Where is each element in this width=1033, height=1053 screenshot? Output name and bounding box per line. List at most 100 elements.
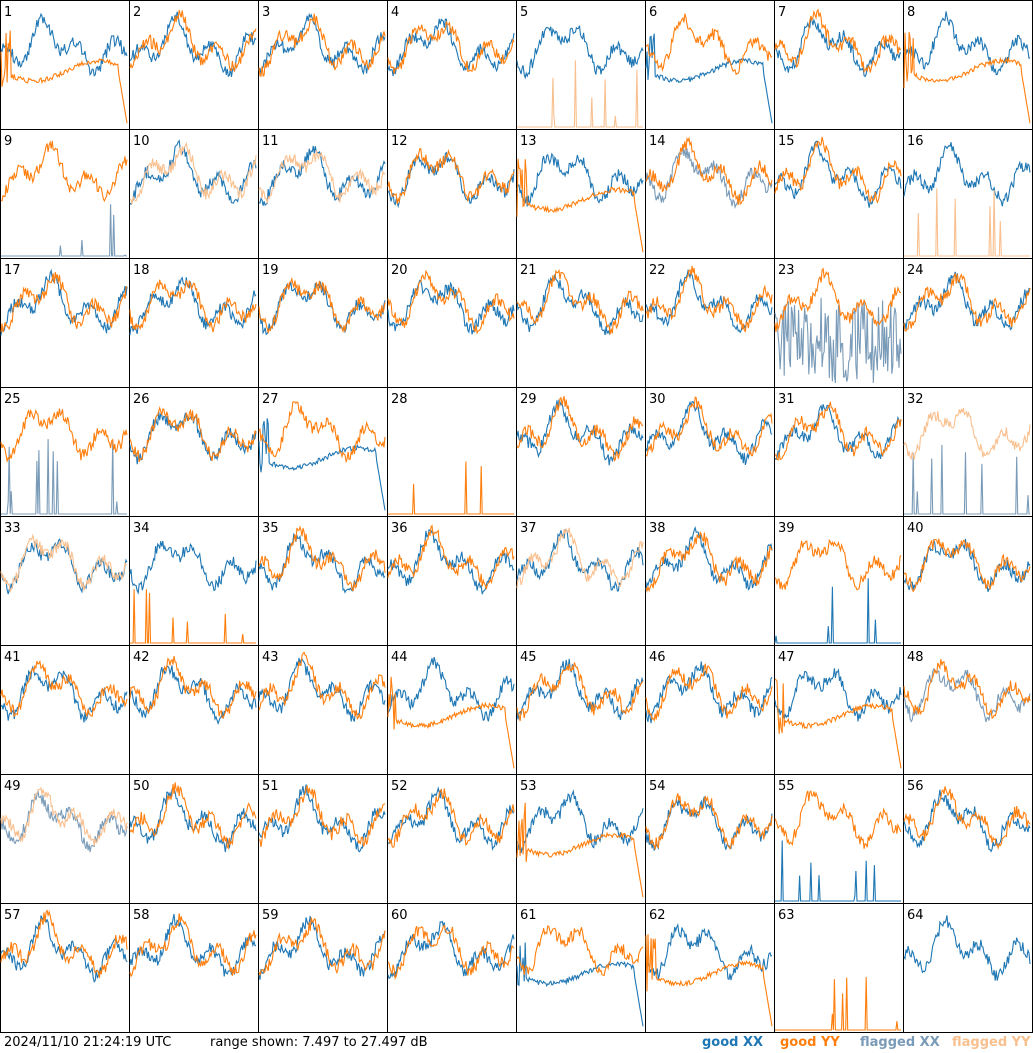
antenna-panel: 38: [645, 516, 775, 646]
xx-series-line: [774, 404, 902, 461]
antenna-panel: 41: [0, 645, 130, 775]
antenna-number-label: 44: [391, 650, 408, 665]
xx-series-line: [0, 268, 128, 336]
antenna-number-label: 8: [907, 5, 915, 20]
antenna-panel: 10: [129, 129, 259, 259]
antenna-panel: 21: [516, 258, 646, 388]
yy-series-line: [516, 396, 644, 462]
yy-series-line: [0, 271, 128, 333]
antenna-number-label: 38: [649, 521, 666, 536]
antenna-panel: 20: [387, 258, 517, 388]
xx-series-line: [258, 657, 386, 722]
antenna-number-label: 2: [133, 5, 141, 20]
xx-series-line: [774, 15, 902, 78]
panel-frame: [258, 0, 388, 130]
antenna-panel: 25: [0, 387, 130, 517]
yy-series-line: [129, 279, 257, 333]
antenna-panel: 55: [774, 774, 904, 904]
antenna-number-label: 5: [520, 5, 528, 20]
yy-series-line: [387, 676, 515, 769]
antenna-number-label: 60: [391, 908, 408, 923]
antenna-panel: 8: [903, 0, 1033, 130]
antenna-panel: 35: [258, 516, 388, 646]
yy-series-line: [258, 13, 386, 78]
antenna-number-label: 18: [133, 263, 150, 278]
antenna-number-label: 11: [262, 134, 279, 149]
xx-series-line: [258, 784, 386, 853]
yy-series-line: [258, 276, 386, 334]
xx-series-line: [387, 656, 515, 722]
yy-series-line: [0, 786, 128, 846]
xx-series-line: [387, 786, 515, 851]
antenna-panel: 18: [129, 258, 259, 388]
footer-bar: 2024/11/10 21:24:19 UTC range shown: 7.4…: [0, 1033, 1033, 1053]
xx-series-line: [0, 538, 128, 595]
antenna-panel: 57: [0, 903, 130, 1033]
yy-series-line: [258, 651, 386, 721]
xx-series-line: [645, 144, 773, 209]
antenna-panel: 7: [774, 0, 904, 130]
yy-series-line: [258, 150, 386, 204]
yy-series-line: [387, 924, 515, 980]
yy-series-line: [645, 793, 773, 851]
yy-series-line: [903, 538, 1031, 593]
yy-series-line: [388, 461, 514, 515]
antenna-panel: 26: [129, 387, 259, 517]
antenna-panel: 5: [516, 0, 646, 130]
legend-good-xx: good XX: [702, 1035, 764, 1050]
yy-series-line: [129, 406, 257, 463]
panel-frame: [516, 0, 646, 130]
antenna-number-label: 34: [133, 521, 150, 536]
xx-series-line: [516, 399, 644, 466]
yy-series-line: [903, 786, 1031, 851]
xx-series-line: [645, 525, 773, 591]
antenna-number-label: 42: [133, 650, 150, 665]
antenna-panel: 37: [516, 516, 646, 646]
yy-series-line: [129, 655, 257, 719]
xx-series-line: [645, 269, 773, 334]
xx-series-line: [903, 915, 1031, 981]
antenna-panel: 12: [387, 129, 517, 259]
yy-series-line: [129, 782, 257, 850]
yy-series-line: [774, 267, 901, 332]
antenna-number-label: 26: [133, 392, 150, 407]
antenna-panel: 28: [387, 387, 517, 517]
yy-series-line: [258, 401, 386, 464]
antenna-panel: 49: [0, 774, 130, 904]
yy-series-line: [516, 158, 644, 253]
legend-flagged-yy: flagged YY: [952, 1035, 1031, 1050]
antenna-panel: 50: [129, 774, 259, 904]
xx-series-line: [774, 140, 902, 208]
xx-series-line: [645, 922, 773, 981]
antenna-number-label: 6: [649, 5, 657, 20]
antenna-panel: 43: [258, 645, 388, 775]
xx-series-line: [129, 665, 257, 726]
antenna-panel: 58: [129, 903, 259, 1033]
yy-series-line: [645, 396, 773, 457]
antenna-panel: 63: [774, 903, 904, 1033]
antenna-number-label: 56: [907, 779, 924, 794]
antenna-number-label: 22: [649, 263, 666, 278]
yy-series-line: [129, 9, 257, 73]
xx-series-line: [645, 796, 773, 851]
antenna-number-label: 50: [133, 779, 150, 794]
antenna-number-label: 33: [4, 521, 21, 536]
antenna-panel: 40: [903, 516, 1033, 646]
yy-series-line: [775, 976, 901, 1031]
antenna-panel: 11: [258, 129, 388, 259]
xx-series-line: [645, 33, 773, 124]
antenna-number-label: 12: [391, 134, 408, 149]
yy-series-line: [903, 407, 1031, 461]
yy-series-line: [0, 140, 128, 203]
xx-series-line: [0, 665, 128, 723]
antenna-number-label: 23: [778, 263, 795, 278]
antenna-number-label: 54: [649, 779, 666, 794]
antenna-number-label: 63: [778, 908, 795, 923]
antenna-number-label: 9: [4, 134, 12, 149]
antenna-number-label: 7: [778, 5, 786, 20]
antenna-panel: 24: [903, 258, 1033, 388]
antenna-number-label: 35: [262, 521, 279, 536]
legend-good-yy: good YY: [780, 1035, 840, 1050]
antenna-number-label: 47: [778, 650, 795, 665]
antenna-number-label: 13: [520, 134, 537, 149]
